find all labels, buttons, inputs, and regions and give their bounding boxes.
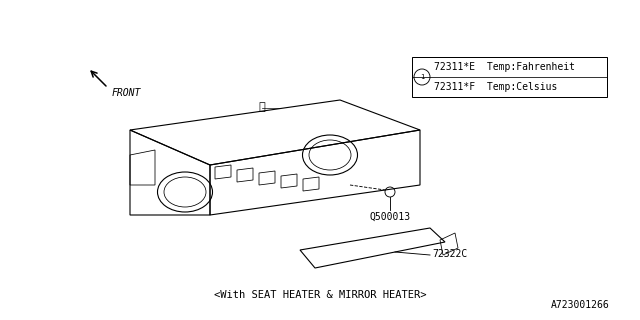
Text: FRONT: FRONT (112, 88, 141, 98)
Text: ①: ① (258, 102, 265, 112)
Text: 72322C: 72322C (432, 249, 467, 259)
Text: 72311*E  Temp:Fahrenheit: 72311*E Temp:Fahrenheit (434, 62, 575, 72)
Text: <With SEAT HEATER & MIRROR HEATER>: <With SEAT HEATER & MIRROR HEATER> (214, 290, 426, 300)
Text: A723001266: A723001266 (551, 300, 610, 310)
Text: 1: 1 (420, 74, 424, 80)
Text: Q500013: Q500013 (370, 212, 411, 222)
Text: 72311*F  Temp:Celsius: 72311*F Temp:Celsius (434, 82, 557, 92)
